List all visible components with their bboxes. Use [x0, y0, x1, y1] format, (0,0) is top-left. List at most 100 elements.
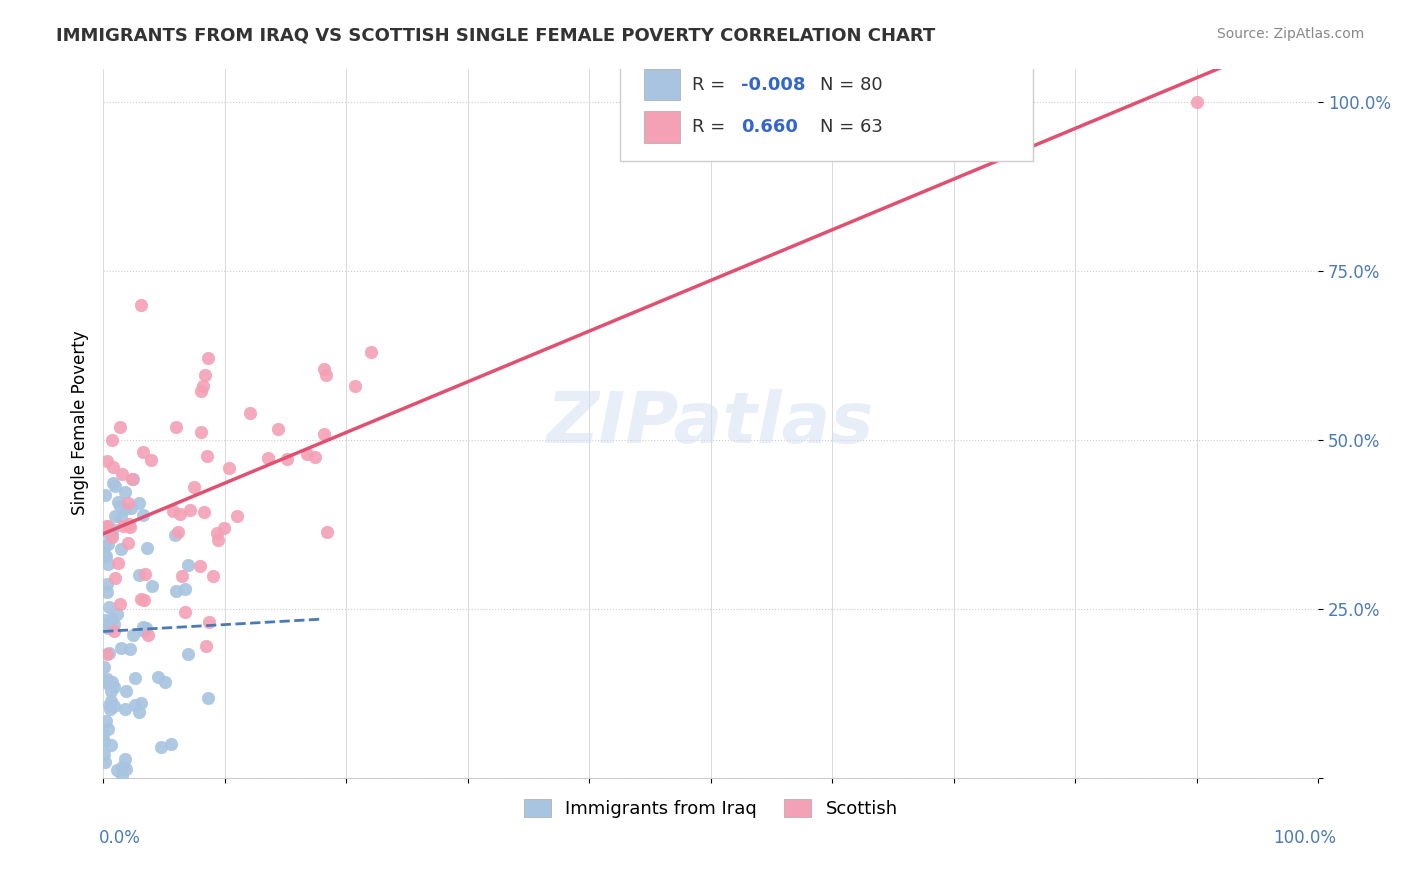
Point — [96, 585, 118, 599]
Text: -0.008: -0.008 — [741, 76, 806, 94]
Point — [97, 615, 120, 630]
Point — [97, 722, 120, 736]
Point — [114, 502, 136, 516]
Point — [141, 579, 163, 593]
Point — [108, 597, 131, 611]
Text: R =: R = — [693, 76, 731, 94]
Point — [94, 755, 117, 769]
Point — [96, 525, 118, 540]
Point — [128, 496, 150, 510]
Point — [194, 639, 217, 653]
Point — [118, 517, 141, 532]
Point — [112, 518, 135, 533]
Point — [198, 615, 221, 629]
Point — [110, 541, 132, 556]
Point — [105, 764, 128, 778]
Point — [160, 737, 183, 751]
Point — [129, 298, 152, 312]
Point — [177, 648, 200, 662]
Point — [111, 769, 134, 783]
Point — [131, 591, 153, 606]
Point — [103, 624, 125, 638]
Point — [267, 422, 290, 436]
Point — [97, 557, 120, 571]
Point — [136, 628, 159, 642]
Point — [207, 526, 229, 541]
Text: 100.0%: 100.0% — [1272, 829, 1336, 847]
Point — [207, 533, 229, 547]
Point — [101, 612, 124, 626]
Point — [117, 496, 139, 510]
Point — [131, 619, 153, 633]
Point — [93, 660, 115, 674]
Point — [96, 676, 118, 690]
Point — [190, 425, 212, 439]
Point — [304, 450, 326, 464]
Text: ZIPatlas: ZIPatlas — [547, 389, 875, 458]
Point — [107, 495, 129, 509]
Point — [97, 698, 120, 712]
Point — [134, 624, 156, 638]
Point — [93, 549, 115, 563]
Point — [96, 453, 118, 467]
Point — [257, 451, 280, 466]
Point — [101, 433, 124, 447]
Point — [117, 535, 139, 549]
Point — [166, 420, 188, 434]
Point — [93, 734, 115, 748]
Point — [100, 675, 122, 690]
Point — [315, 368, 337, 382]
Point — [150, 739, 173, 754]
Point — [94, 549, 117, 564]
Point — [94, 539, 117, 553]
Point — [132, 593, 155, 607]
Point — [197, 351, 219, 365]
Point — [179, 503, 201, 517]
Point — [103, 680, 125, 694]
Point — [316, 524, 339, 539]
Point — [128, 568, 150, 582]
Point — [101, 526, 124, 541]
Point — [177, 558, 200, 572]
Point — [169, 508, 191, 522]
Point — [108, 499, 131, 513]
Point — [100, 684, 122, 698]
Text: 0.660: 0.660 — [741, 119, 799, 136]
Point — [197, 690, 219, 705]
Point — [132, 508, 155, 522]
Y-axis label: Single Female Poverty: Single Female Poverty — [72, 331, 89, 516]
Point — [225, 509, 247, 524]
Point — [121, 472, 143, 486]
Point — [91, 726, 114, 740]
Text: N = 63: N = 63 — [820, 119, 883, 136]
Point — [132, 445, 155, 459]
Point — [135, 621, 157, 635]
Point — [314, 427, 336, 442]
Text: Source: ZipAtlas.com: Source: ZipAtlas.com — [1216, 27, 1364, 41]
Point — [96, 519, 118, 533]
Point — [110, 419, 132, 434]
Point — [101, 459, 124, 474]
Point — [110, 641, 132, 656]
Point — [114, 485, 136, 500]
Point — [103, 508, 125, 523]
Point — [93, 673, 115, 688]
FancyBboxPatch shape — [644, 69, 681, 101]
Point — [124, 672, 146, 686]
Point — [218, 460, 240, 475]
Text: 0.0%: 0.0% — [98, 829, 141, 847]
Point — [190, 558, 212, 573]
Point — [195, 449, 218, 463]
Point — [105, 607, 128, 622]
Point — [173, 606, 195, 620]
Point — [100, 738, 122, 752]
Point — [183, 480, 205, 494]
Point — [193, 505, 215, 519]
Point — [104, 478, 127, 492]
Point — [276, 452, 298, 467]
Point — [170, 569, 193, 583]
Point — [194, 368, 217, 383]
Point — [166, 524, 188, 539]
Point — [111, 467, 134, 481]
Point — [124, 698, 146, 713]
